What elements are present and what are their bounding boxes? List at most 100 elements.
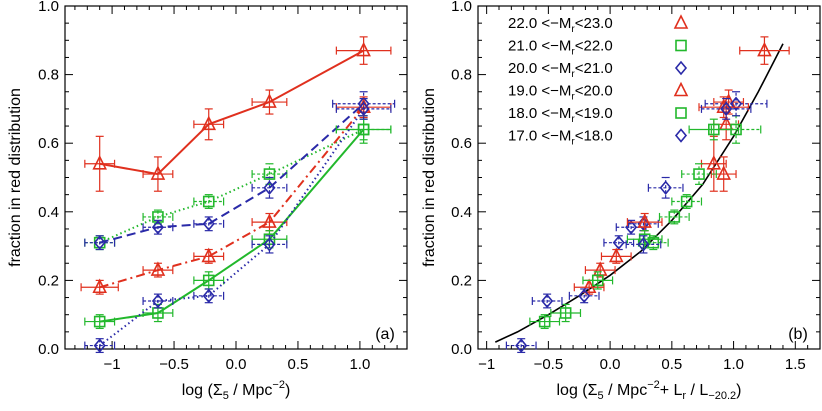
panel-label: (b) — [788, 326, 808, 343]
data-point-diamond — [515, 338, 528, 353]
data-point-diamond — [730, 96, 743, 112]
data-point-triangle — [637, 213, 652, 228]
legend-part: 21.0 <−M — [508, 38, 571, 55]
x-label-part: / Mpc — [604, 382, 648, 399]
x-label-part: log (Σ — [556, 382, 597, 399]
legend-sub: r — [571, 137, 575, 148]
series-4 — [84, 118, 392, 330]
data-point-diamond — [612, 235, 625, 250]
x-label-sub: r — [682, 390, 686, 402]
legend-part: <21.0 — [575, 60, 613, 77]
legend-sub: r — [571, 24, 575, 35]
x-label-sub: 5 — [598, 390, 604, 402]
x-tick-label: 0.5 — [288, 356, 309, 373]
data-point-triangle — [92, 154, 107, 170]
series-1 — [637, 115, 762, 251]
legend-marker-square — [675, 107, 687, 119]
y-tick-label: 0.6 — [451, 135, 472, 152]
legend-sub: r — [571, 69, 575, 80]
x-label-sub: −20.2 — [708, 390, 736, 402]
legend-entry-label: 19.0 <−Mr<20.0 — [508, 83, 613, 103]
x-tick-label: 1.0 — [349, 356, 370, 373]
data-point-diamond — [93, 235, 106, 250]
x-tick-label: −1 — [478, 356, 495, 373]
data-point-diamond — [151, 219, 164, 235]
data-point-triangle — [262, 93, 277, 108]
data-point-triangle — [150, 261, 166, 276]
y-tick-label: 0.2 — [38, 272, 59, 289]
x-label-part: / Mpc — [229, 382, 273, 399]
series-line — [99, 108, 365, 347]
series-line — [99, 103, 365, 244]
data-point-square — [538, 315, 551, 328]
data-point-square — [591, 274, 604, 287]
legend-part: 17.0 <−M — [508, 128, 571, 145]
data-point-diamond — [578, 288, 591, 304]
series-3 — [573, 96, 749, 295]
data-point-triangle — [262, 213, 277, 228]
x-tick-label: 1.5 — [785, 356, 806, 373]
data-point-square — [263, 168, 276, 180]
legend-part: 22.0 <−M — [508, 15, 571, 32]
y-tick-label: 0.4 — [451, 204, 472, 221]
legend-sub: r — [571, 92, 575, 103]
series-4 — [529, 118, 740, 330]
data-point-square — [647, 236, 660, 249]
legend-part: <23.0 — [575, 15, 613, 32]
data-point-triangle — [92, 278, 107, 294]
x-tick-label: 0.5 — [661, 356, 682, 373]
data-point-diamond — [357, 101, 370, 117]
data-point-triangle — [581, 278, 597, 294]
y-tick-label: 0.8 — [38, 67, 59, 84]
legend-marker-triangle — [673, 14, 689, 29]
legend-marker-triangle — [673, 81, 689, 97]
series-5 — [84, 98, 392, 354]
x-label-sub: 5 — [223, 390, 229, 402]
y-axis-label: fraction in red distribution — [421, 88, 438, 267]
y-tick-label: 0.6 — [38, 135, 59, 152]
data-point-diamond — [202, 288, 215, 304]
data-point-diamond — [93, 338, 106, 353]
y-tick-label: 0.8 — [451, 67, 472, 84]
data-point-diamond — [263, 180, 276, 196]
y-tick-label: 1.0 — [38, 0, 59, 15]
legend-part: 20.0 <−M — [508, 60, 571, 77]
data-point-square — [638, 233, 651, 246]
data-point-triangle — [706, 154, 722, 170]
x-tick-label: −0.5 — [534, 356, 564, 373]
legend-entry-label: 18.0 <−Mr<19.0 — [508, 105, 613, 125]
data-point-square — [680, 195, 693, 208]
y-axis-label: fraction in red distribution — [7, 88, 24, 267]
legend-entry-label: 17.0 <−Mr<18.0 — [508, 128, 613, 148]
x-label-sup: −2 — [647, 379, 660, 391]
data-point-square — [559, 307, 572, 319]
x-label-part: / L — [686, 382, 708, 399]
x-axis-label: log (Σ5 / Mpc−2) — [182, 379, 291, 402]
x-tick-label: 1.0 — [723, 356, 744, 373]
data-point-diamond — [659, 180, 672, 196]
legend-part: <22.0 — [575, 38, 613, 55]
y-tick-label: 0.0 — [451, 341, 472, 358]
data-point-triangle — [150, 165, 166, 180]
legend-sub: r — [571, 47, 575, 58]
data-point-diamond — [720, 101, 733, 117]
data-point-triangle — [356, 41, 371, 57]
data-point-diamond — [541, 293, 554, 309]
legend-part: <18.0 — [575, 128, 613, 145]
data-point-diamond — [263, 237, 276, 252]
data-point-triangle — [608, 247, 624, 263]
x-label-part: ) — [285, 382, 290, 399]
data-point-square — [708, 123, 720, 136]
y-tick-label: 0.0 — [38, 341, 59, 358]
plot-frame — [477, 5, 821, 350]
series-line — [99, 106, 365, 289]
data-point-triangle — [716, 165, 731, 180]
x-label-part: log (Σ — [182, 382, 223, 399]
series-2 — [84, 91, 396, 251]
x-tick-label: −0.5 — [159, 356, 189, 373]
series-0 — [84, 36, 392, 192]
panel-b: −1 −0.5 0.0 0.5 1.0 1.5 0.0 0.2 0.4 0.6 0.8 1.0 frac… — [421, 0, 821, 402]
data-point-triangle — [757, 41, 772, 57]
fit-curve — [494, 43, 784, 343]
data-point-diamond — [151, 293, 164, 309]
